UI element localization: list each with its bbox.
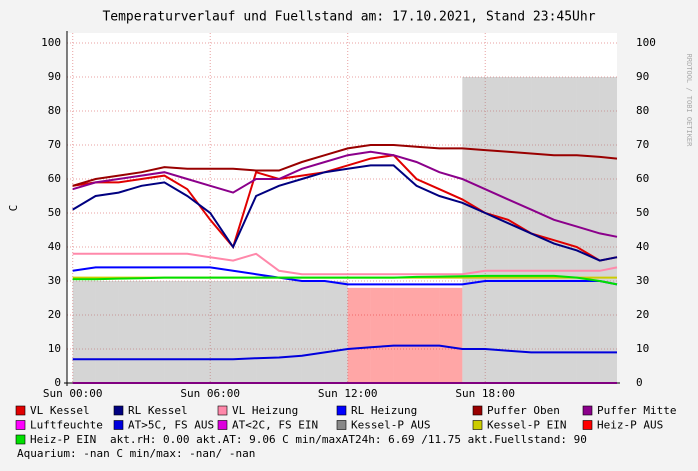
area-segment (393, 287, 417, 383)
area-segment (531, 77, 554, 383)
x-tick-label: Sun 18:00 (455, 387, 515, 400)
series-line (72, 274, 618, 286)
legend-swatch (472, 405, 483, 416)
y-tick-label: 90 (48, 70, 61, 83)
x-tick-label: Sun 12:00 (318, 387, 378, 400)
area-segment (301, 281, 325, 383)
legend-swatch (15, 420, 26, 430)
legend-label: Kessel-P EIN (487, 419, 566, 432)
footer-text: akt.rH: 0.00 akt.AT: 9.06 C min/maxAT24h… (110, 433, 587, 446)
area-segment (462, 77, 486, 383)
area-segment (324, 281, 348, 383)
legend-swatch (217, 405, 228, 416)
area-segment (439, 287, 463, 383)
legend-label: RL Kessel (128, 404, 188, 417)
series-line (72, 150, 618, 238)
legend-swatch (582, 420, 593, 430)
legend-label: AT>5C, FS AUS (128, 419, 214, 432)
legend-swatch (113, 405, 124, 416)
watermark: RRDTOOL / TOBI OETIKER (685, 54, 693, 148)
area-segment (141, 281, 165, 383)
area-segment (416, 287, 440, 383)
y2-tick-label: 40 (636, 240, 649, 253)
legend-swatch (582, 405, 593, 416)
y2-tick-label: 60 (636, 172, 649, 185)
legend-swatch (15, 434, 26, 445)
y-tick-label: 0 (54, 376, 61, 389)
y-tick-label: 30 (48, 274, 61, 287)
legend-swatch (15, 405, 26, 416)
series-line (72, 266, 618, 286)
x-tick-label: Sun 00:00 (43, 387, 103, 400)
area-segment (95, 281, 119, 383)
legend-label: RL Heizung (351, 404, 417, 417)
y-tick-label: 70 (48, 138, 61, 151)
area-segment (164, 281, 188, 383)
area-segment (599, 77, 617, 383)
y2-tick-label: 70 (636, 138, 649, 151)
x-tick-label: Sun 06:00 (180, 387, 240, 400)
y-tick-label: 100 (41, 36, 61, 49)
y-tick-label: 10 (48, 342, 61, 355)
legend-swatch (336, 420, 347, 430)
legend-label: VL Heizung (232, 404, 298, 417)
y2-tick-label: 90 (636, 70, 649, 83)
legend-swatch (336, 405, 347, 416)
y2-tick-label: 0 (636, 376, 643, 389)
area-segment (508, 77, 532, 383)
legend-label: AT<2C, FS EIN (232, 419, 318, 432)
legend-label: Puffer Mitte (597, 404, 676, 417)
y-tick-label: 60 (48, 172, 61, 185)
y-tick-label: 80 (48, 104, 61, 117)
legend-swatch (472, 420, 483, 430)
y2-tick-label: 100 (636, 36, 656, 49)
y-tick-label: 40 (48, 240, 61, 253)
area-segment (187, 281, 211, 383)
chart-title: Temperaturverlauf und Fuellstand am: 17.… (102, 10, 595, 25)
area-segment (256, 281, 279, 383)
y-axis-label: C (7, 205, 20, 212)
y2-tick-label: 10 (636, 342, 649, 355)
legend-label: Kessel-P AUS (351, 419, 430, 432)
area-segment (233, 281, 257, 383)
area-segment (485, 77, 509, 383)
area-segment (347, 287, 371, 383)
y-tick-label: 20 (48, 308, 61, 321)
area-segment (278, 281, 302, 383)
area-segment (118, 281, 142, 383)
legend-label: VL Kessel (30, 404, 90, 417)
area-segment (370, 287, 394, 383)
y-tick-label: 50 (48, 206, 61, 219)
series-line (72, 252, 618, 276)
footer-text: Aquarium: -nan C min/max: -nan/ -nan (17, 447, 255, 460)
legend-label: Puffer Oben (487, 404, 560, 417)
y2-tick-label: 30 (636, 274, 649, 287)
y2-tick-label: 20 (636, 308, 649, 321)
legend-swatch (217, 420, 228, 430)
y2-tick-label: 80 (636, 104, 649, 117)
series-line (72, 344, 617, 361)
area-segment (553, 77, 577, 383)
legend-label: Heiz-P EIN (30, 433, 96, 446)
legend-label: Luftfeuchte (30, 419, 103, 432)
y2-tick-label: 50 (636, 206, 649, 219)
series-line (72, 164, 618, 262)
area-segment (72, 281, 96, 383)
legend-swatch (113, 420, 124, 430)
area-segment (210, 281, 234, 383)
legend-label: Heiz-P AUS (597, 419, 663, 432)
series-line (72, 144, 618, 187)
